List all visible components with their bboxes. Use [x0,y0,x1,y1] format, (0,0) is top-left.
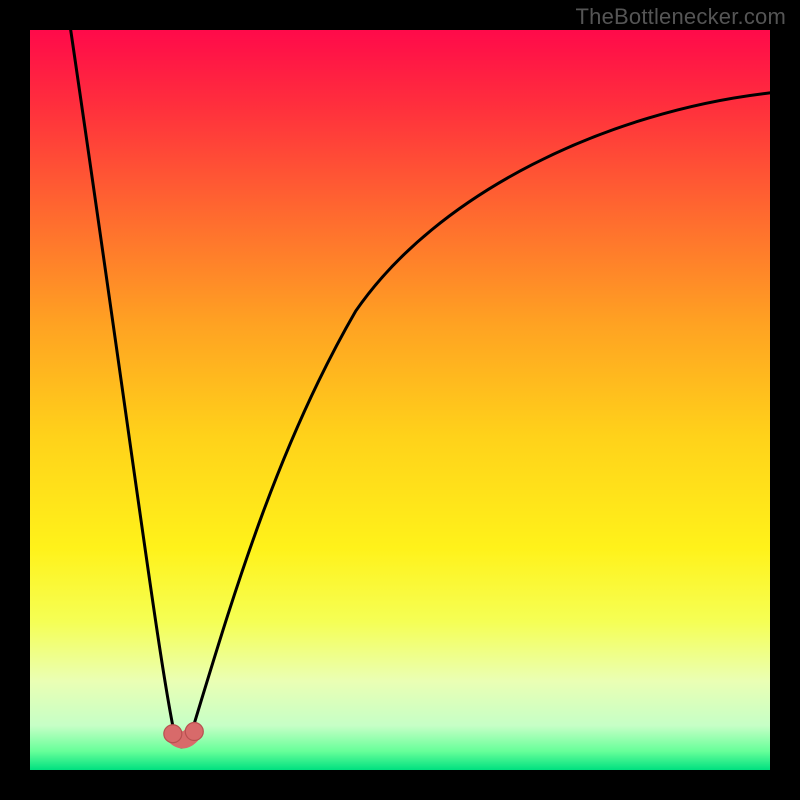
watermark-text: TheBottlenecker.com [576,4,786,30]
chart-area [30,30,770,770]
optimal-point-markers [30,30,770,770]
